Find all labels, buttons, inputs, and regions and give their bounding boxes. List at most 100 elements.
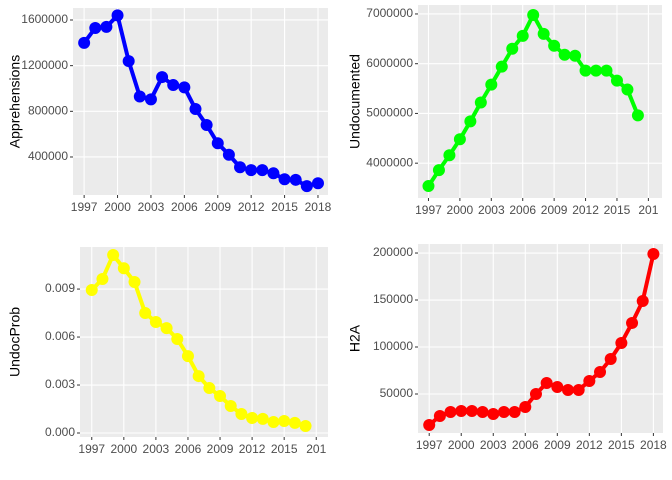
y-tick-label: 6000000	[366, 56, 413, 70]
point	[600, 64, 613, 77]
y-tick-label: 4000000	[366, 155, 413, 169]
line	[82, 13, 319, 189]
point	[548, 39, 561, 52]
point	[299, 419, 312, 432]
y-tick-label: 50000	[380, 386, 414, 400]
point	[200, 119, 213, 132]
point	[604, 353, 617, 366]
point	[214, 390, 227, 403]
x-tick-label: 2015	[271, 442, 298, 456]
x-tick-label: 2015	[608, 438, 635, 452]
point	[300, 180, 313, 193]
point	[181, 350, 194, 363]
point	[465, 405, 478, 418]
point	[133, 90, 146, 103]
point	[464, 115, 477, 128]
point	[224, 399, 237, 412]
y-tick-label: 5000000	[366, 106, 413, 120]
y-tick-label: 800000	[28, 103, 68, 117]
point	[487, 408, 500, 421]
point	[85, 284, 98, 297]
x-tick-label: 201	[306, 442, 326, 456]
point	[423, 419, 436, 432]
point	[89, 21, 102, 34]
x-tick-label: 1997	[416, 438, 443, 452]
point	[96, 272, 109, 285]
y-tick-label: 7000000	[366, 6, 413, 20]
x-tick-label: 2000	[110, 442, 137, 456]
point	[529, 387, 542, 400]
point	[78, 36, 91, 49]
y-tick-label: 100000	[373, 339, 413, 353]
point	[433, 409, 446, 422]
x-tick-label: 2012	[576, 438, 603, 452]
point	[111, 9, 124, 22]
point	[288, 416, 301, 429]
point	[636, 294, 649, 307]
point	[156, 71, 169, 84]
point	[631, 109, 644, 122]
x-tick-label: 2006	[171, 200, 198, 214]
y-axis-title: H2A	[347, 324, 363, 352]
point	[128, 276, 141, 289]
point	[572, 383, 585, 396]
x-tick-label: 2003	[480, 438, 507, 452]
point	[516, 29, 529, 42]
point	[474, 96, 487, 109]
y-axis-title: UndocProb	[7, 307, 23, 377]
x-tick-label: 2015	[271, 200, 298, 214]
point	[234, 161, 247, 174]
x-tick-label: 2018	[640, 438, 667, 452]
x-tick-label: 2000	[104, 200, 131, 214]
point	[561, 383, 574, 396]
point	[476, 405, 489, 418]
x-tick-label: 2009	[544, 438, 571, 452]
x-tick-label: 2000	[447, 203, 474, 217]
x-tick-label: 2012	[572, 203, 599, 217]
panel-background	[418, 244, 663, 433]
point	[455, 405, 468, 418]
y-tick-label: 0.003	[45, 377, 75, 391]
point	[246, 411, 259, 424]
x-tick-label: 2006	[509, 203, 536, 217]
y-tick-label: 0.000	[45, 425, 75, 439]
point	[256, 164, 269, 177]
point	[621, 83, 634, 96]
point	[647, 247, 660, 260]
x-tick-label: 2018	[305, 200, 332, 214]
x-tick-label: 1997	[71, 200, 98, 214]
x-tick-label: 2006	[175, 442, 202, 456]
point	[144, 93, 157, 106]
point	[117, 262, 130, 275]
y-tick-label: 0.006	[45, 329, 75, 343]
point	[537, 27, 550, 40]
y-tick-label: 0.009	[45, 281, 75, 295]
point	[256, 412, 269, 425]
point	[122, 55, 135, 68]
point	[211, 137, 224, 150]
point	[267, 167, 280, 180]
x-tick-label: 201	[638, 203, 658, 217]
point	[267, 415, 280, 428]
y-tick-label: 1200000	[21, 58, 68, 72]
point	[245, 164, 258, 177]
point	[178, 81, 191, 94]
point	[171, 332, 184, 345]
point	[497, 405, 510, 418]
point	[311, 177, 324, 190]
point	[579, 64, 592, 77]
point	[594, 366, 607, 379]
point	[444, 405, 457, 418]
x-tick-label: 2003	[478, 203, 505, 217]
x-tick-label: 2006	[512, 438, 539, 452]
point	[278, 173, 291, 186]
point	[432, 164, 445, 177]
x-tick-label: 2015	[604, 203, 631, 217]
point	[189, 103, 202, 116]
point	[222, 148, 235, 161]
point	[453, 133, 466, 146]
x-tick-label: 2003	[138, 200, 165, 214]
point	[149, 316, 162, 329]
point	[289, 173, 302, 186]
